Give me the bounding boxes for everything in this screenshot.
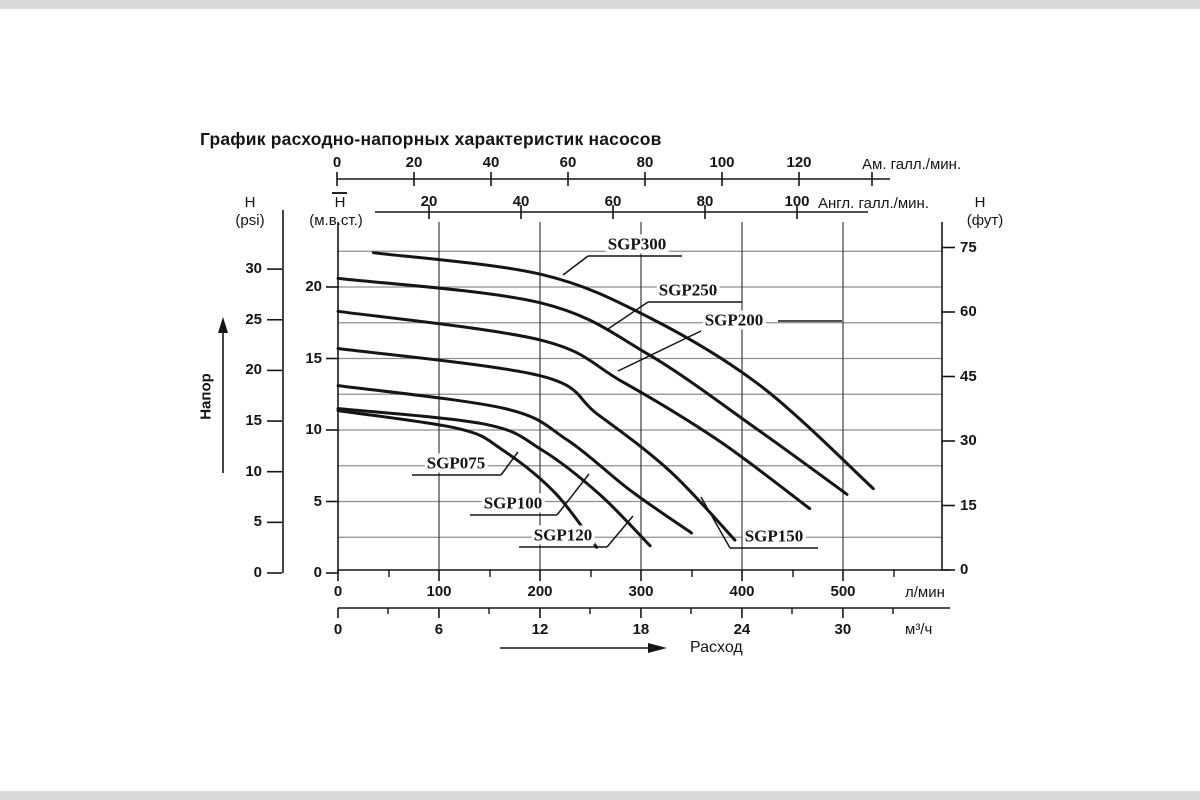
left-mwc-symbol-overbar — [332, 192, 347, 194]
curve-SGP200 — [336, 309, 812, 511]
curve-label-SGP100: SGP100 — [481, 493, 545, 513]
top-us-tick-label: 20 — [405, 154, 423, 171]
right-ft-axis-unit: (фут) — [966, 212, 1004, 229]
left-psi-tick-label: 5 — [253, 513, 262, 531]
left-mwc-axis-unit: (м.в.ст.) — [309, 212, 363, 229]
curve-label-SGP075: SGP075 — [424, 453, 488, 473]
chart-title: График расходно-напорных характеристик н… — [200, 129, 662, 149]
label-leader-SGP250 — [607, 301, 649, 330]
curve-label-SGP120: SGP120 — [531, 525, 595, 545]
bottom-m3h-tick-label: 18 — [632, 621, 650, 638]
top-us-tick-label: 0 — [332, 154, 342, 171]
head-axis-label: Напор — [197, 373, 215, 420]
right-ft-tick-label: 45 — [960, 367, 977, 385]
head-arrow-up-icon — [218, 317, 228, 333]
right-ft-tick-label: 15 — [960, 496, 977, 514]
top-uk-tick-label: 100 — [784, 193, 810, 210]
left-mwc-tick-label: 0 — [313, 564, 322, 581]
curve-SGP150 — [336, 346, 737, 542]
left-psi-axis-symbol: Н — [244, 194, 256, 211]
bottom-lmin-tick-label: 200 — [527, 583, 553, 600]
left-mwc-axis-symbol: Н — [334, 194, 346, 211]
top-us-tick-label: 60 — [559, 154, 577, 171]
curve-SGP250 — [336, 276, 849, 496]
curve-label-SGP300: SGP300 — [605, 234, 669, 254]
bottom-lmin-tick-label: 300 — [628, 583, 654, 600]
curve-label-SGP150: SGP150 — [742, 526, 806, 546]
left-mwc-tick-label: 5 — [313, 492, 322, 510]
bottom-m3h-axis-unit: м³/ч — [905, 621, 933, 638]
top-uk-axis-unit: Англ. галл./мин. — [818, 195, 929, 212]
left-psi-axis-unit: (psi) — [235, 212, 265, 229]
left-psi-tick-label: 10 — [245, 462, 262, 480]
bottom-m3h-tick-label: 24 — [733, 621, 751, 638]
bottom-lmin-tick-label: 100 — [426, 583, 452, 600]
top-us-tick-label: 120 — [786, 154, 812, 171]
label-leader-SGP300 — [562, 255, 589, 276]
top-uk-tick-label: 80 — [696, 193, 714, 210]
page-top-edge — [0, 0, 1200, 9]
bottom-lmin-axis-unit: л/мин — [905, 584, 945, 601]
top-us-tick-label: 100 — [709, 154, 735, 171]
bottom-m3h-tick-label: 12 — [531, 621, 549, 638]
bottom-lmin-tick-label: 0 — [333, 583, 343, 600]
page-bottom-edge — [0, 791, 1200, 800]
right-ft-tick-label: 75 — [960, 238, 977, 256]
bottom-m3h-tick-label: 30 — [834, 621, 852, 638]
top-uk-tick-label: 60 — [604, 193, 622, 210]
label-leader-SGP200 — [617, 330, 702, 372]
top-uk-tick-label: 20 — [420, 193, 438, 210]
left-psi-tick-label: 30 — [245, 260, 262, 278]
left-mwc-tick-label: 20 — [305, 278, 322, 295]
bottom-lmin-tick-label: 500 — [830, 583, 856, 600]
curve-label-SGP250: SGP250 — [656, 280, 720, 300]
left-mwc-tick-label: 10 — [305, 421, 322, 438]
left-psi-tick-label: 25 — [245, 310, 262, 328]
curve-SGP100 — [336, 407, 652, 548]
curve-SGP075 — [336, 409, 599, 549]
bottom-m3h-tick-label: 6 — [434, 621, 444, 638]
label-leader-SGP150 — [700, 496, 731, 549]
label-leader-SGP075 — [500, 451, 519, 476]
top-us-tick-label: 80 — [636, 154, 654, 171]
right-ft-tick-label: 0 — [960, 561, 969, 578]
label-leader-SGP100 — [556, 473, 590, 516]
left-psi-tick-label: 0 — [253, 564, 262, 581]
right-ft-axis-symbol: Н — [974, 194, 986, 211]
flow-axis-label: Расход — [690, 639, 743, 656]
label-leader-SGP120 — [606, 515, 634, 548]
top-uk-tick-label: 40 — [512, 193, 530, 210]
flow-arrow-right-icon — [648, 643, 667, 653]
bottom-m3h-tick-label: 0 — [333, 621, 343, 638]
top-us-axis-unit: Ам. галл./мин. — [862, 156, 962, 173]
left-psi-tick-label: 20 — [245, 361, 262, 379]
top-us-tick-label: 40 — [482, 154, 500, 171]
right-ft-tick-label: 30 — [960, 432, 977, 449]
left-psi-tick-label: 15 — [245, 412, 262, 430]
curve-label-SGP200: SGP200 — [702, 310, 766, 330]
curve-SGP120 — [336, 384, 693, 535]
bottom-lmin-tick-label: 400 — [729, 583, 755, 600]
curve-SGP300 — [371, 251, 875, 491]
right-ft-tick-label: 60 — [960, 303, 977, 320]
left-mwc-tick-label: 15 — [305, 349, 322, 367]
